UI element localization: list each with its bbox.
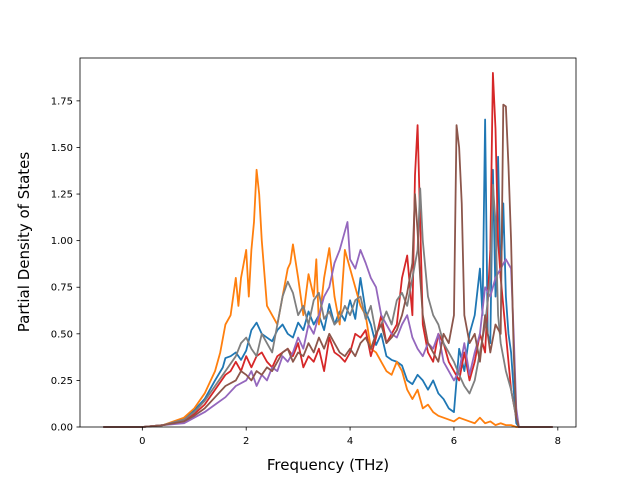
y-tick-label: 1.75 bbox=[51, 96, 73, 107]
y-tick-label: 0.25 bbox=[51, 376, 73, 387]
plot-lines bbox=[103, 72, 553, 428]
x-tick-label: 8 bbox=[555, 436, 561, 447]
y-tick-label: 1.25 bbox=[51, 190, 73, 201]
y-tick-label: 1.50 bbox=[51, 143, 73, 154]
y-tick-label: 0.75 bbox=[51, 283, 73, 294]
x-axis-label: Frequency (THz) bbox=[267, 456, 389, 474]
pdos-series-line-6 bbox=[103, 103, 553, 428]
pdos-series-line-2 bbox=[103, 168, 553, 428]
x-tick-label: 6 bbox=[451, 436, 457, 447]
pdos-series-line-4 bbox=[103, 221, 553, 428]
y-tick-label: 0.00 bbox=[51, 423, 73, 434]
x-tick-label: 0 bbox=[139, 436, 145, 447]
x-axis-ticks: 0 2 4 6 8 bbox=[139, 427, 561, 447]
pdos-series-line-5 bbox=[103, 183, 553, 428]
y-axis-ticks: 0.00 0.25 0.50 0.75 1.00 1.25 1.50 1.75 bbox=[51, 96, 80, 434]
axes-frame bbox=[79, 57, 577, 428]
y-axis-label: Partial Density of States bbox=[15, 152, 33, 333]
x-tick-label: 4 bbox=[347, 436, 353, 447]
y-tick-label: 0.50 bbox=[51, 329, 73, 340]
y-tick-label: 1.00 bbox=[51, 236, 73, 247]
x-tick-label: 2 bbox=[243, 436, 249, 447]
pdos-series-line-1 bbox=[103, 118, 553, 428]
